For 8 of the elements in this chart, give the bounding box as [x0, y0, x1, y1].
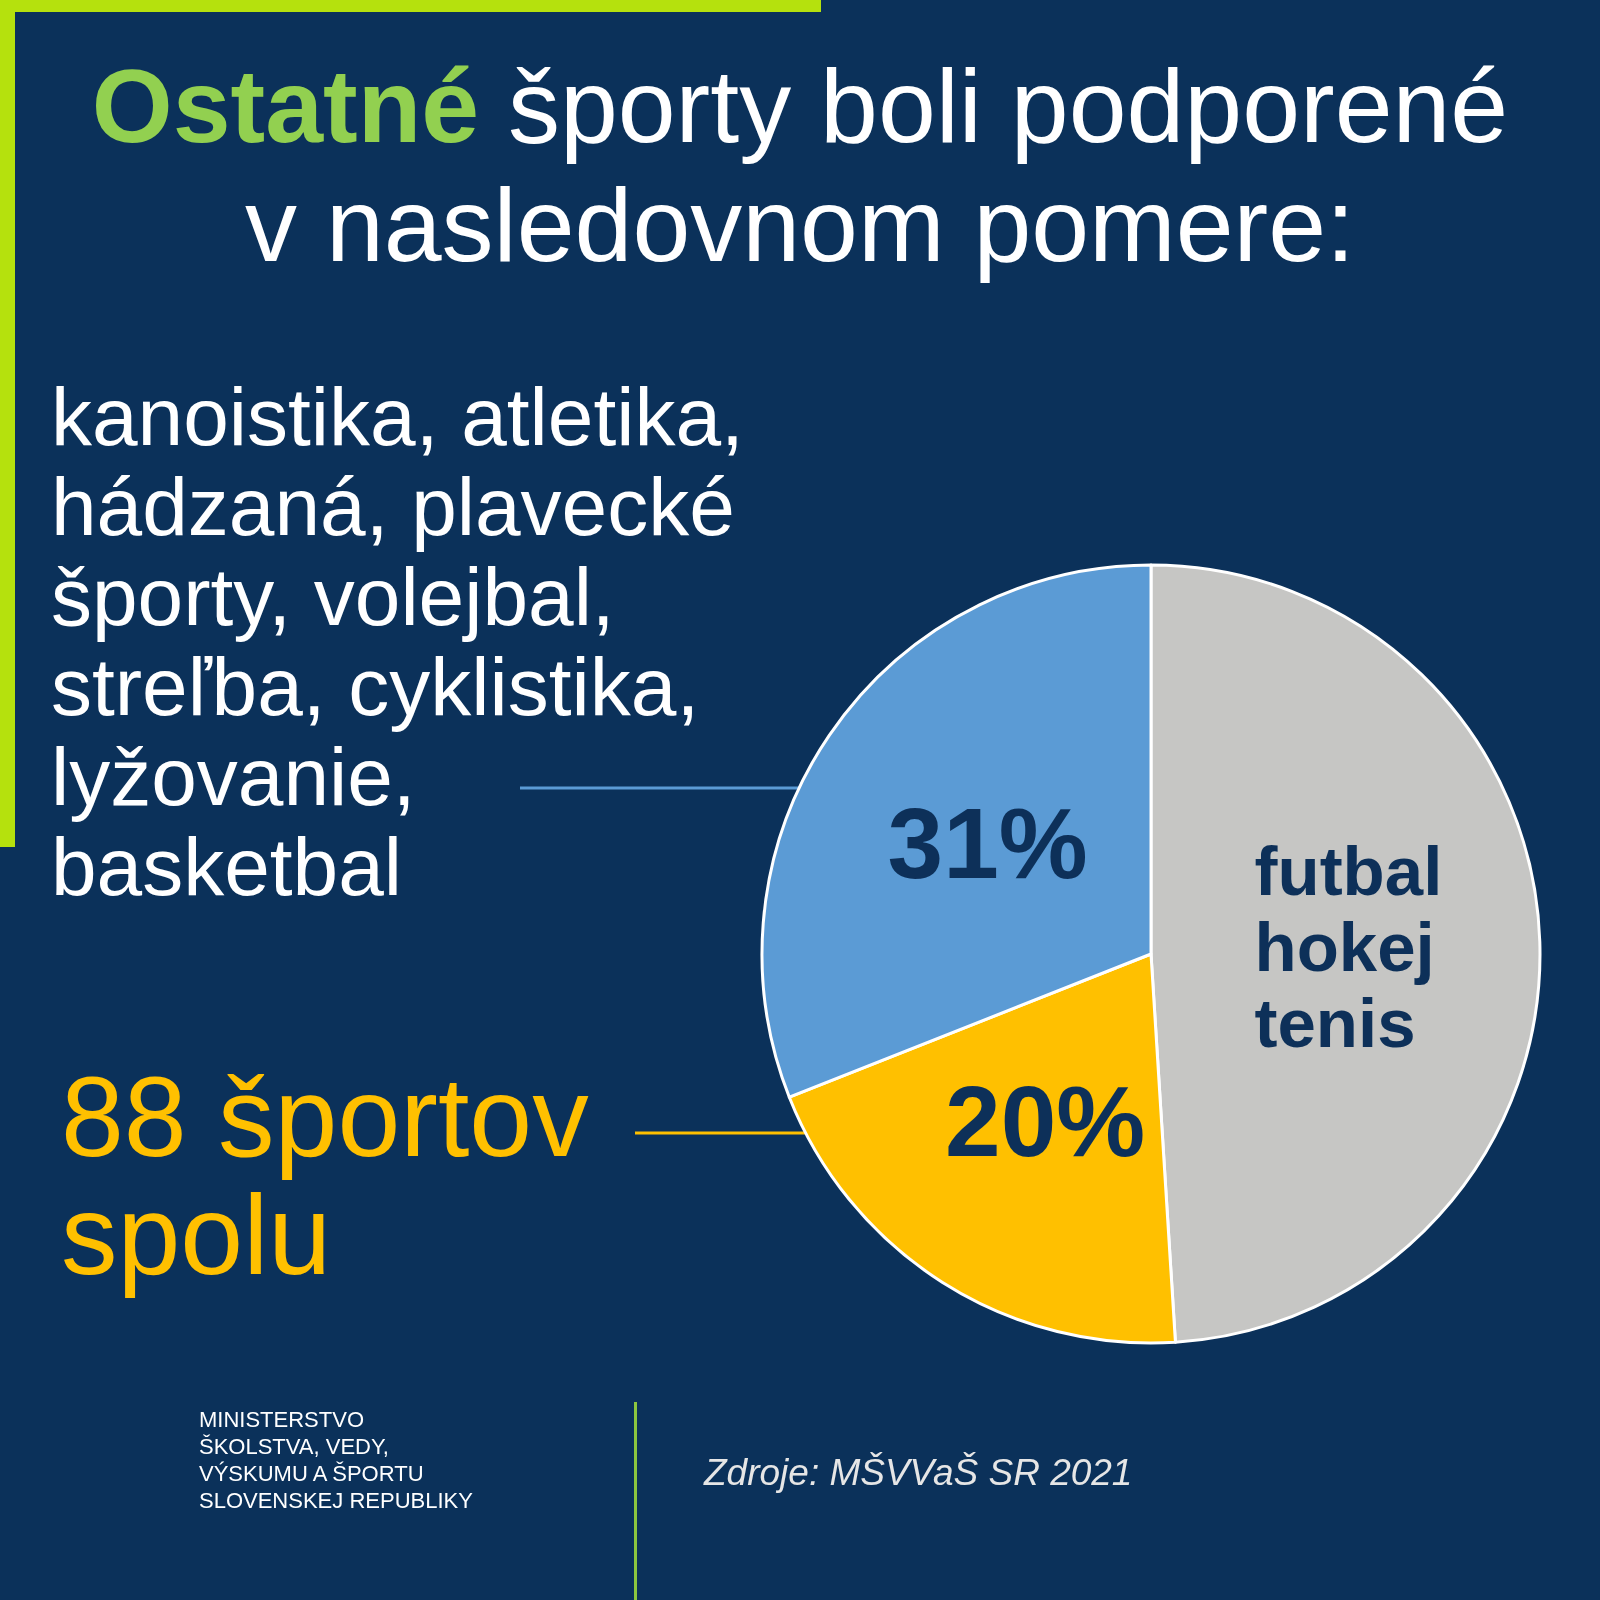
slice-label: kanoistika, atletika, hádzaná, plavecké športy, volejbal, streľba, cyklistika, lyžovanie, basketbal — [51, 370, 744, 912]
text: MINISTERSTVO ŠKOLSTVA, VEDY, VÝSKUMU A ŠPORTU SLOVENSKEJ REPUBLIKY — [199, 1407, 474, 1513]
chart-title: Ostatné športy boli podporené v nasledovnom pomere: — [91, 47, 1509, 283]
slice-label: 88 športov spolu — [61, 1054, 590, 1298]
data-label: 31% — [887, 786, 1088, 899]
data-label: 20% — [945, 1064, 1146, 1177]
text: Zdroje: MŠVVaŠ SR 2021 — [703, 1451, 1133, 1493]
slice-label: futbal hokej tenis — [1254, 833, 1443, 1063]
